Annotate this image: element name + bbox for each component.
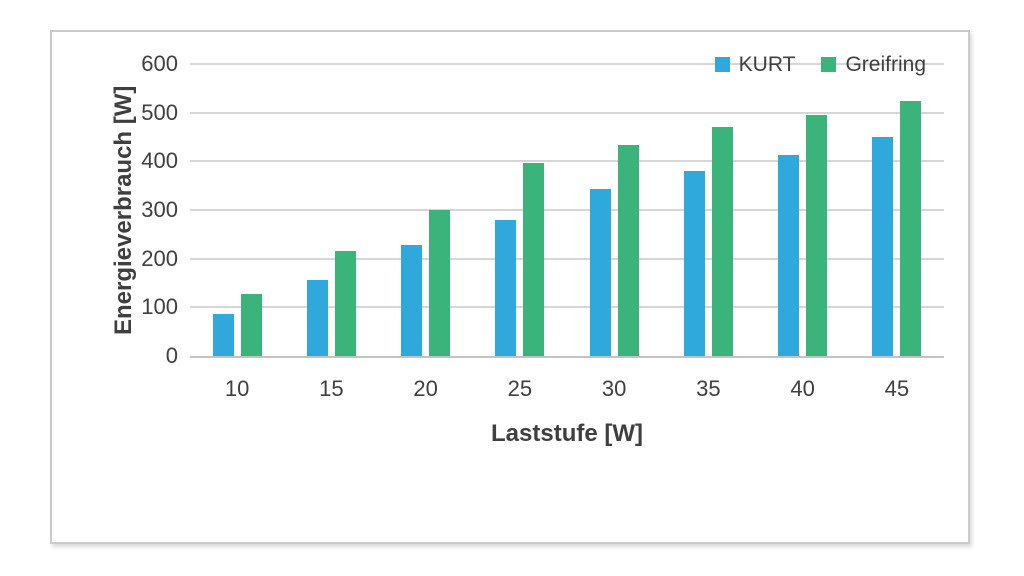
bar-greifring-10 — [240, 294, 262, 356]
plot-area — [190, 63, 944, 358]
x-tick-label-35: 35 — [696, 376, 721, 401]
legend-label-kurt: KURT — [738, 53, 796, 76]
y-tick-label-0: 0 — [165, 343, 178, 368]
gridline-300 — [190, 209, 944, 211]
legend-item-kurt: KURT — [714, 53, 796, 76]
y-tick-label-500: 500 — [141, 99, 178, 125]
legend-item-greifring: Greifring — [821, 54, 926, 75]
x-tick-label-45: 45 — [884, 376, 910, 401]
bar-kurt-25 — [495, 220, 517, 356]
x-tick-label-40: 40 — [790, 376, 815, 401]
gridline-200 — [190, 257, 944, 260]
bar-kurt-30 — [589, 188, 611, 356]
bar-group-35 — [661, 64, 755, 356]
gridline-100 — [190, 306, 944, 309]
y-tick-label-400: 400 — [141, 148, 178, 174]
bar-group-30 — [567, 64, 661, 356]
x-tick-label-15: 15 — [319, 376, 344, 401]
bar-kurt-10 — [212, 313, 234, 356]
bar-kurt-45 — [872, 137, 894, 356]
bar-greifring-30 — [617, 144, 639, 356]
gridline-500 — [190, 111, 944, 114]
bar-greifring-20 — [429, 210, 451, 356]
bar-group-25 — [473, 64, 567, 356]
bar-group-45 — [850, 64, 944, 356]
gridline-600 — [190, 63, 944, 65]
y-tick-label-100: 100 — [141, 294, 178, 320]
legend: KURT Greifring — [714, 53, 926, 76]
chart-frame: Energieverbrauch [W] 0 100 200 300 400 500 600… — [50, 30, 970, 544]
bar-group-10 — [190, 64, 284, 356]
bar-greifring-15 — [334, 250, 356, 356]
bar-group-40 — [756, 64, 850, 356]
bar-greifring-25 — [523, 162, 545, 356]
x-tick-labels: 10 15 20 25 30 35 40 45 — [190, 376, 944, 402]
x-tick-label-30: 30 — [601, 376, 627, 401]
bar-group-15 — [284, 64, 378, 356]
bar-kurt-35 — [683, 170, 705, 356]
bar-group-20 — [379, 64, 473, 356]
bars-row — [190, 64, 944, 356]
y-tick-label-300: 300 — [141, 197, 178, 222]
bar-greifring-35 — [711, 127, 733, 356]
legend-swatch-greifring-icon — [821, 57, 837, 72]
legend-label-greifring: Greifring — [845, 53, 926, 76]
x-axis-title: Laststufe [W] — [491, 420, 643, 447]
x-tick-label-20: 20 — [413, 376, 438, 401]
bar-kurt-20 — [401, 245, 423, 356]
bar-kurt-15 — [306, 280, 328, 356]
bar-kurt-40 — [778, 154, 800, 356]
y-tick-label-600: 600 — [141, 51, 178, 76]
bar-greifring-45 — [900, 101, 922, 356]
bar-greifring-40 — [806, 114, 828, 356]
legend-swatch-kurt-icon — [714, 57, 730, 72]
gridline-400 — [190, 160, 944, 163]
x-tick-label-25: 25 — [507, 376, 533, 401]
y-tick-label-200: 200 — [141, 245, 178, 271]
x-tick-label-10: 10 — [224, 376, 250, 401]
